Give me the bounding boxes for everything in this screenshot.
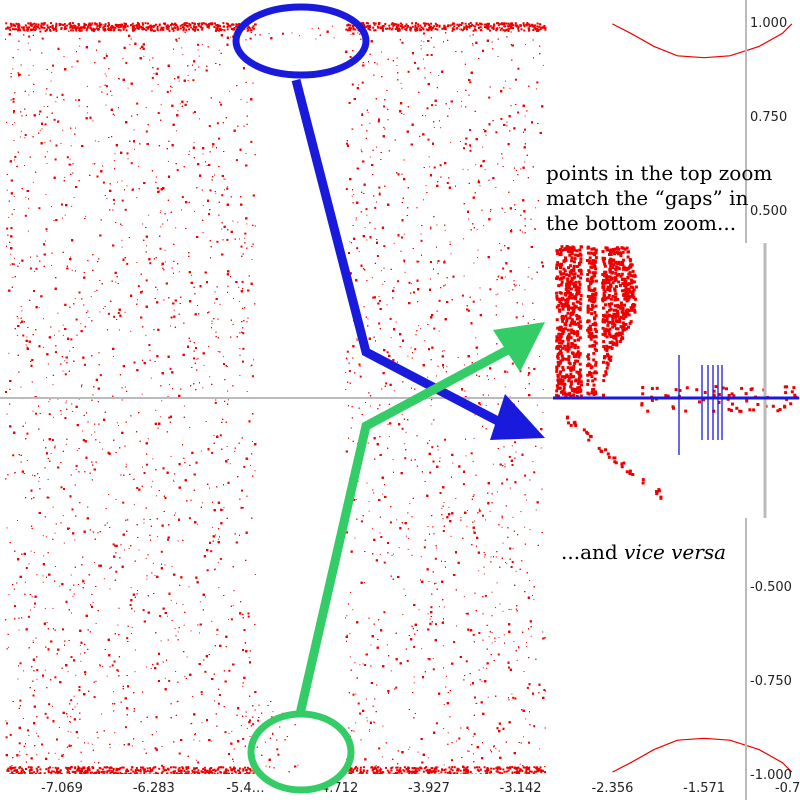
x-tick-label: -0.785 [775, 781, 800, 796]
x-tick-label: -5.4… [226, 781, 264, 796]
blue-arrow-line [291, 78, 518, 434]
x-tick-label: -1.571 [683, 781, 725, 796]
note-top-line-1: points in the top zoom [546, 161, 772, 185]
y-tick-label: -0.750 [750, 674, 792, 689]
y-tick-label: -1.000 [750, 768, 792, 783]
note-top-line-2: match the “gaps” in [546, 186, 748, 210]
x-tick-label: -3.927 [408, 781, 450, 796]
green-arrow-head [493, 322, 545, 372]
x-tick-label: -7.069 [41, 781, 83, 796]
series-curve-bottom [612, 737, 793, 773]
inset-gap-markers [678, 355, 723, 455]
note-top-line-3: the bottom zoom... [546, 211, 736, 235]
top-zoom-ellipse [232, 3, 370, 79]
inset-zoom-panel [553, 243, 799, 518]
x-tick-label: -2.356 [591, 781, 633, 796]
inset-points [555, 245, 798, 500]
x-axis-ticks: -7.069 -6.283 -5.4… -4.712 -3.927 -3.142 -2.35… [41, 781, 800, 796]
note-bottom-prefix: ...and [561, 540, 624, 564]
scatter-points [5, 22, 547, 774]
y-tick-label: 1.000 [750, 16, 787, 31]
y-tick-label: 0.500 [750, 204, 787, 219]
y-tick-label: 0.750 [750, 110, 787, 125]
note-bottom: ...and vice versa [561, 540, 726, 564]
y-axis-ticks: 1.000 0.750 0.500 -0.500 -0.750 -1.000 [750, 16, 792, 783]
series-curve-top [612, 23, 793, 59]
blue-arrow-head [490, 394, 545, 440]
x-tick-label: -3.142 [500, 781, 542, 796]
x-tick-label: -6.283 [133, 781, 175, 796]
green-arrow-line [295, 342, 518, 716]
bottom-zoom-ellipse [247, 710, 355, 794]
y-tick-label: -0.500 [750, 580, 792, 595]
note-bottom-italic: vice versa [624, 540, 726, 564]
